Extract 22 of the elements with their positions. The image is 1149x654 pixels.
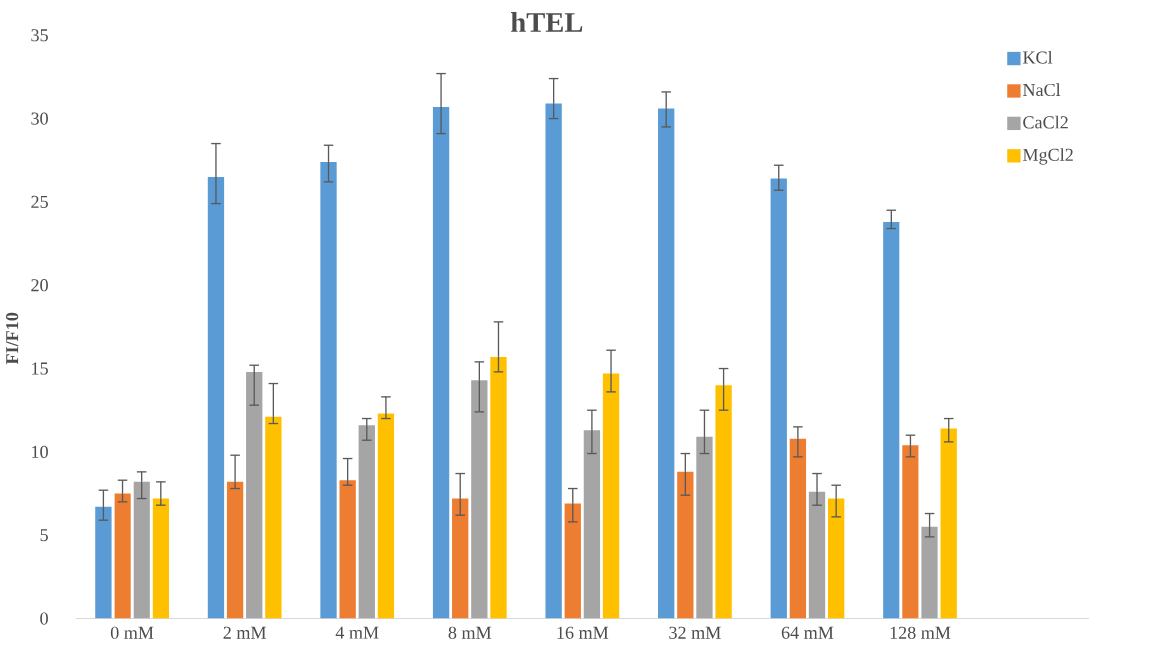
legend-label: CaCl2 — [1023, 115, 1068, 129]
y-tick-label: 25 — [31, 195, 48, 209]
x-tick-label: 64 mM — [781, 626, 834, 639]
x-tick-label: 4 mM — [335, 626, 379, 639]
y-tick-label: 5 — [40, 529, 48, 542]
y-tick-label: 0 — [40, 612, 48, 625]
y-tick-label: 20 — [31, 279, 48, 292]
legend-label: NaCl — [1022, 83, 1061, 97]
y-tick-label: 15 — [32, 362, 48, 375]
legend-label: KCl — [1022, 51, 1053, 64]
y-tick-label: 35 — [31, 29, 48, 42]
y-tick-label: 10 — [32, 445, 48, 459]
x-tick-label: 32 mM — [669, 626, 721, 639]
x-tick-label: 0 mM — [110, 626, 154, 639]
chart-title: hTEL — [511, 12, 583, 32]
y-axis-title: FI/F10 — [6, 312, 19, 365]
x-tick-label: 8 mM — [448, 626, 492, 639]
y-tick-label: 30 — [31, 112, 48, 125]
x-tick-label: 2 mM — [223, 626, 267, 639]
x-tick-label: 128 mM — [890, 626, 951, 639]
legend-label: MgCl2 — [1022, 148, 1073, 165]
x-tick-label: 16 mM — [557, 626, 609, 639]
